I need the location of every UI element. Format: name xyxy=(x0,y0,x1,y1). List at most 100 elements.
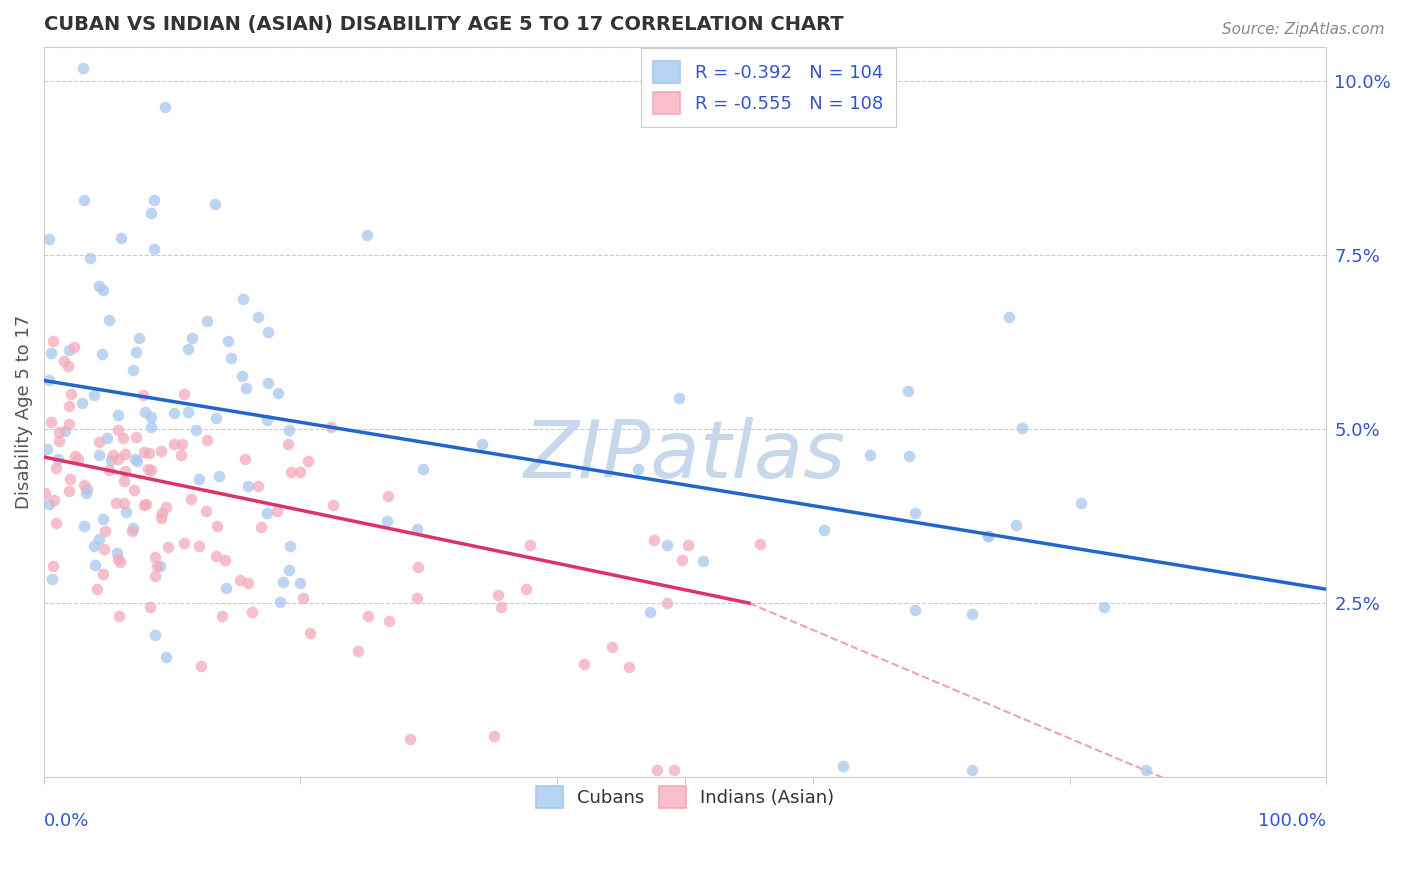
Point xyxy=(170,437,193,451)
Point xyxy=(62,340,84,354)
Point xyxy=(58,483,80,498)
Point xyxy=(356,228,378,243)
Point xyxy=(101,448,124,462)
Point xyxy=(643,533,665,548)
Point xyxy=(668,391,690,405)
Point xyxy=(229,573,252,587)
Point xyxy=(195,314,218,328)
Point xyxy=(278,564,301,578)
Point xyxy=(247,479,270,493)
Point xyxy=(34,485,56,500)
Point xyxy=(90,347,112,361)
Point xyxy=(347,644,370,658)
Point xyxy=(63,449,86,463)
Point xyxy=(208,469,231,483)
Point xyxy=(204,197,226,211)
Point xyxy=(67,452,90,467)
Text: CUBAN VS INDIAN (ASIAN) DISABILITY AGE 5 TO 17 CORRELATION CHART: CUBAN VS INDIAN (ASIAN) DISABILITY AGE 5… xyxy=(44,15,844,34)
Point xyxy=(76,482,98,496)
Point xyxy=(269,594,291,608)
Point xyxy=(149,559,172,574)
Point xyxy=(96,431,118,445)
Point xyxy=(39,415,62,429)
Point xyxy=(146,559,169,574)
Point xyxy=(142,193,165,207)
Point xyxy=(145,549,167,564)
Point xyxy=(904,603,927,617)
Point xyxy=(489,600,512,615)
Point xyxy=(107,552,129,566)
Point xyxy=(188,539,211,553)
Point xyxy=(173,536,195,550)
Point xyxy=(48,425,70,439)
Point xyxy=(91,512,114,526)
Point xyxy=(831,758,853,772)
Point xyxy=(375,514,398,528)
Point xyxy=(86,582,108,596)
Point xyxy=(278,539,301,553)
Point xyxy=(38,232,60,246)
Point xyxy=(73,519,96,533)
Point xyxy=(155,649,177,664)
Point xyxy=(377,614,399,628)
Point xyxy=(190,659,212,673)
Point xyxy=(377,489,399,503)
Point xyxy=(108,608,131,623)
Point xyxy=(128,331,150,345)
Point xyxy=(38,373,60,387)
Point xyxy=(904,507,927,521)
Point xyxy=(232,292,254,306)
Point xyxy=(124,451,146,466)
Point xyxy=(412,462,434,476)
Point xyxy=(277,423,299,437)
Point xyxy=(246,310,269,324)
Point xyxy=(180,491,202,506)
Point xyxy=(277,436,299,450)
Point xyxy=(627,462,650,476)
Point xyxy=(107,423,129,437)
Point xyxy=(114,447,136,461)
Point xyxy=(977,529,1000,543)
Point xyxy=(998,310,1021,324)
Point xyxy=(399,731,422,746)
Point xyxy=(692,554,714,568)
Point xyxy=(141,410,163,425)
Point xyxy=(273,575,295,590)
Point xyxy=(256,413,278,427)
Text: ZIPatlas: ZIPatlas xyxy=(524,417,846,495)
Point xyxy=(58,343,80,358)
Point xyxy=(297,453,319,467)
Point xyxy=(236,576,259,591)
Point xyxy=(136,461,159,475)
Point xyxy=(125,454,148,468)
Point xyxy=(134,405,156,419)
Point xyxy=(194,504,217,518)
Point xyxy=(150,443,173,458)
Point xyxy=(181,331,204,345)
Text: Source: ZipAtlas.com: Source: ZipAtlas.com xyxy=(1222,22,1385,37)
Point xyxy=(280,466,302,480)
Point xyxy=(655,537,678,551)
Point xyxy=(46,452,69,467)
Point xyxy=(238,479,260,493)
Point xyxy=(73,478,96,492)
Point xyxy=(114,464,136,478)
Point xyxy=(73,193,96,207)
Point xyxy=(105,496,128,510)
Point xyxy=(219,351,242,366)
Point xyxy=(211,609,233,624)
Point xyxy=(141,462,163,476)
Point xyxy=(288,575,311,590)
Point xyxy=(150,506,173,520)
Point xyxy=(357,609,380,624)
Point xyxy=(79,251,101,265)
Point xyxy=(45,516,67,531)
Point xyxy=(1135,763,1157,777)
Point xyxy=(678,539,700,553)
Point xyxy=(748,537,770,551)
Point xyxy=(482,729,505,743)
Point xyxy=(257,376,280,391)
Point xyxy=(60,386,83,401)
Point xyxy=(322,499,344,513)
Point xyxy=(406,591,429,606)
